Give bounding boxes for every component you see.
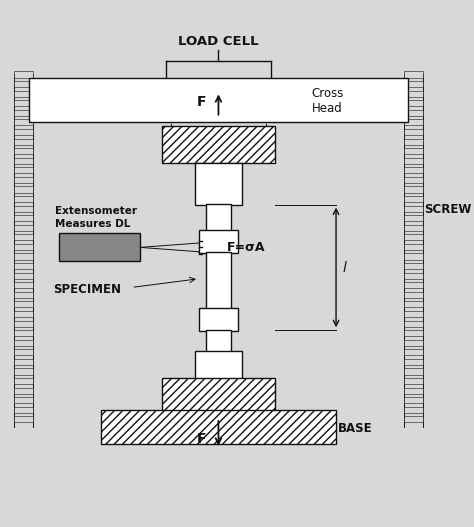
Bar xyxy=(14,225,33,231)
Bar xyxy=(14,320,33,327)
Bar xyxy=(403,340,423,346)
Bar xyxy=(14,388,33,394)
Bar xyxy=(403,110,423,116)
Bar xyxy=(403,407,423,413)
Bar xyxy=(14,253,33,260)
Bar xyxy=(403,81,423,87)
Bar xyxy=(403,148,423,154)
Bar xyxy=(14,282,33,288)
Bar xyxy=(14,215,33,221)
Bar xyxy=(403,397,423,403)
Bar xyxy=(403,206,423,212)
Bar xyxy=(403,311,423,317)
Bar xyxy=(14,378,33,384)
Text: l: l xyxy=(343,261,346,275)
Bar xyxy=(14,235,33,240)
Bar xyxy=(14,187,33,192)
Bar xyxy=(14,139,33,144)
Bar xyxy=(14,158,33,164)
Bar xyxy=(14,119,33,125)
Bar xyxy=(14,397,33,403)
Bar xyxy=(14,416,33,423)
Bar xyxy=(403,196,423,202)
Bar xyxy=(403,253,423,260)
Bar xyxy=(194,163,242,204)
Bar xyxy=(162,126,275,163)
Bar xyxy=(101,411,336,444)
Bar xyxy=(14,330,33,336)
Bar xyxy=(403,244,423,250)
Bar xyxy=(14,311,33,317)
Bar xyxy=(60,233,140,261)
Text: F: F xyxy=(196,95,206,110)
Bar xyxy=(403,215,423,221)
Bar xyxy=(403,282,423,288)
Bar xyxy=(14,359,33,365)
Text: Extensometer
Measures DL: Extensometer Measures DL xyxy=(55,206,137,229)
Bar xyxy=(14,72,33,77)
Bar xyxy=(403,225,423,231)
Bar xyxy=(14,340,33,346)
Text: Cross
Head: Cross Head xyxy=(311,87,344,115)
Bar xyxy=(199,230,238,252)
Bar xyxy=(14,148,33,154)
Bar xyxy=(206,204,231,231)
Bar xyxy=(14,110,33,116)
Bar xyxy=(403,378,423,384)
Bar xyxy=(403,263,423,269)
Bar xyxy=(14,292,33,298)
Bar xyxy=(29,79,408,122)
Text: LOAD CELL: LOAD CELL xyxy=(178,35,259,48)
Bar xyxy=(403,235,423,240)
Bar xyxy=(403,349,423,355)
Bar xyxy=(14,301,33,307)
Text: BASE: BASE xyxy=(338,423,373,435)
Bar xyxy=(14,167,33,173)
Text: SCREW: SCREW xyxy=(424,202,472,216)
Bar xyxy=(403,388,423,394)
Bar xyxy=(403,416,423,423)
Bar xyxy=(206,252,231,309)
Bar xyxy=(403,177,423,183)
Bar xyxy=(403,100,423,106)
Bar xyxy=(403,330,423,336)
Bar xyxy=(403,359,423,365)
Text: SPECIMEN: SPECIMEN xyxy=(53,283,121,296)
Text: F: F xyxy=(196,432,206,446)
Bar xyxy=(14,100,33,106)
Bar xyxy=(14,91,33,96)
Bar xyxy=(14,244,33,250)
Bar xyxy=(403,129,423,135)
Bar xyxy=(14,272,33,279)
Bar xyxy=(14,349,33,355)
Bar xyxy=(14,263,33,269)
Bar xyxy=(14,81,33,87)
Bar xyxy=(162,378,275,412)
Text: F=σA: F=σA xyxy=(227,241,265,254)
Bar xyxy=(14,407,33,413)
Bar xyxy=(403,301,423,307)
Bar xyxy=(194,351,242,388)
Bar xyxy=(14,129,33,135)
Bar xyxy=(403,91,423,96)
Bar xyxy=(403,139,423,144)
Bar xyxy=(14,368,33,375)
Bar xyxy=(403,187,423,192)
Bar xyxy=(403,320,423,327)
Bar xyxy=(14,177,33,183)
Bar xyxy=(403,272,423,279)
Bar xyxy=(199,308,238,331)
Bar xyxy=(403,119,423,125)
Bar xyxy=(206,330,231,352)
Bar xyxy=(403,158,423,164)
Bar xyxy=(14,206,33,212)
Bar xyxy=(403,72,423,77)
Bar xyxy=(403,167,423,173)
Bar xyxy=(14,196,33,202)
Bar xyxy=(403,292,423,298)
Bar xyxy=(403,368,423,375)
